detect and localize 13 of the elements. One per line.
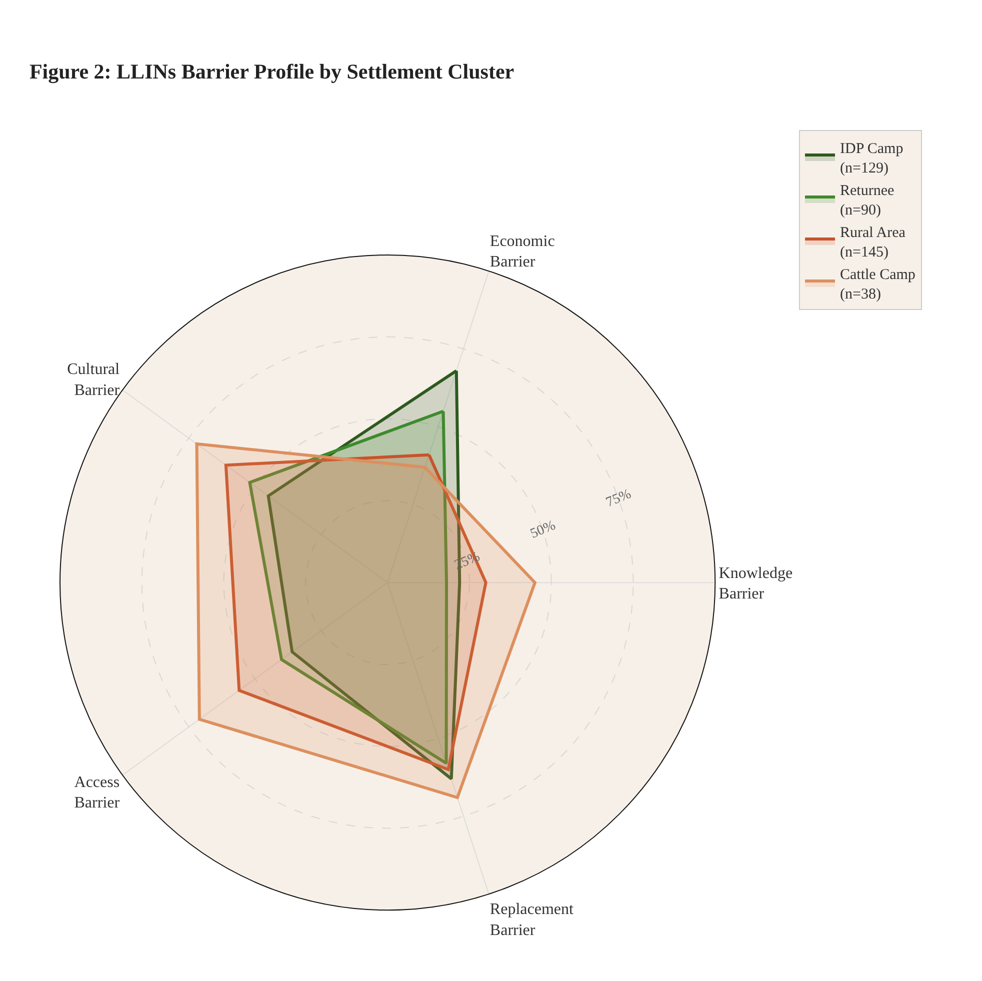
legend-label: IDP Camp (n=129) — [840, 141, 904, 177]
spoke-label: Knowledge Barrier — [718, 564, 793, 603]
spoke-label: Economic Barrier — [490, 232, 555, 271]
y-tick-label: 25% — [452, 549, 482, 574]
spoke-label: Replacement Barrier — [490, 901, 574, 939]
legend-label: Cattle Camp (n=38) — [840, 267, 916, 303]
y-tick-label: 50% — [528, 518, 558, 542]
chart-title: Figure 2: LLINs Barrier Profile by Settlement Cluster — [29, 59, 514, 84]
spoke-label: Cultural Barrier — [67, 360, 120, 399]
legend-label: Rural Area (n=145) — [840, 225, 906, 261]
y-tick-label: 75% — [604, 486, 634, 511]
spoke-label: Access Barrier — [74, 774, 120, 812]
legend-label: Returnee (n=90) — [840, 183, 894, 219]
